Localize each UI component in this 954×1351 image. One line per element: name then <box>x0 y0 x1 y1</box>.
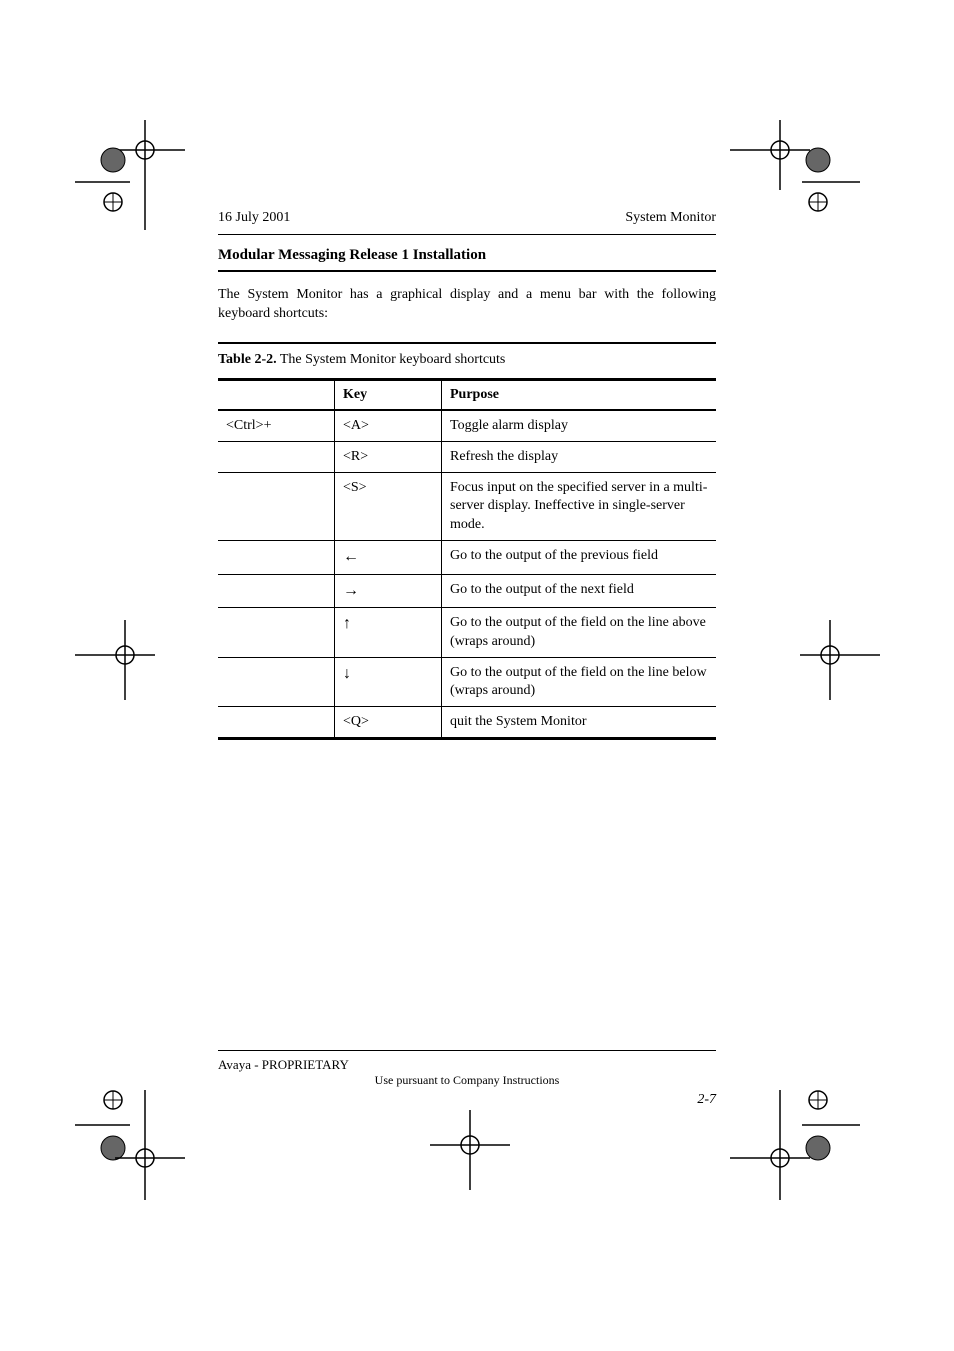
crop-mark-icon <box>730 1080 860 1200</box>
cell-group <box>218 657 335 706</box>
book-title: Modular Messaging Release 1 Installation <box>218 247 716 264</box>
cell-group <box>218 608 335 657</box>
title-rule <box>218 270 716 272</box>
cell-group <box>218 540 335 574</box>
cell-purpose: Focus input on the specified server in a… <box>442 473 717 541</box>
col-group <box>218 379 335 410</box>
col-purpose: Purpose <box>442 379 717 410</box>
cell-purpose: Toggle alarm display <box>442 410 717 442</box>
cell-group <box>218 473 335 541</box>
caption-text: The System Monitor keyboard shortcuts <box>280 352 506 367</box>
table-row: <R> Refresh the display <box>218 441 716 472</box>
cell-purpose: Go to the output of the field on the lin… <box>442 657 717 706</box>
table-row: → Go to the output of the next field <box>218 574 716 608</box>
crop-mark-icon <box>800 620 880 700</box>
page-footer: Avaya - PROPRIETARY Use pursuant to Comp… <box>218 1050 716 1108</box>
crop-mark-icon <box>75 620 155 700</box>
running-head: 16 July 2001 System Monitor <box>218 210 716 226</box>
cell-key: <A> <box>335 410 442 442</box>
cell-group <box>218 707 335 739</box>
col-key: Key <box>335 379 442 410</box>
table-caption: Table 2-2. The System Monitor keyboard s… <box>218 352 716 368</box>
cell-key: ↓ <box>335 657 442 706</box>
table-row: <S> Focus input on the specified server … <box>218 473 716 541</box>
cell-group <box>218 441 335 472</box>
cell-purpose: Go to the output of the previous field <box>442 540 717 574</box>
footer-note: Use pursuant to Company Instructions <box>218 1073 716 1088</box>
cell-key: <R> <box>335 441 442 472</box>
header-rule <box>218 234 716 235</box>
footer-rule <box>218 1050 716 1051</box>
header-date: 16 July 2001 <box>218 210 290 226</box>
header-section: System Monitor <box>625 210 716 226</box>
footer-row: Avaya - PROPRIETARY <box>218 1057 716 1073</box>
crop-mark-icon <box>75 120 185 230</box>
crop-mark-icon <box>430 1110 510 1190</box>
table-row: ← Go to the output of the previous field <box>218 540 716 574</box>
cell-purpose: quit the System Monitor <box>442 707 717 739</box>
table-row: <Ctrl>+ <A> Toggle alarm display <box>218 410 716 442</box>
table-top-rule <box>218 342 716 344</box>
page-body: 16 July 2001 System Monitor Modular Mess… <box>218 210 716 740</box>
cell-group <box>218 574 335 608</box>
table-row: ↑ Go to the output of the field on the l… <box>218 608 716 657</box>
caption-label: Table 2-2. <box>218 352 277 367</box>
crop-mark-icon <box>730 120 860 230</box>
page-number: 2-7 <box>218 1092 716 1108</box>
cell-key: <S> <box>335 473 442 541</box>
cell-purpose: Go to the output of the next field <box>442 574 717 608</box>
cell-key: ← <box>335 540 442 574</box>
table-row: <Q> quit the System Monitor <box>218 707 716 739</box>
cell-key: ↑ <box>335 608 442 657</box>
table-header-row: Key Purpose <box>218 379 716 410</box>
cell-purpose: Refresh the display <box>442 441 717 472</box>
cell-key: → <box>335 574 442 608</box>
intro-paragraph: The System Monitor has a graphical displ… <box>218 286 716 324</box>
shortcuts-table: Key Purpose <Ctrl>+ <A> Toggle alarm dis… <box>218 378 716 740</box>
cell-purpose: Go to the output of the field on the lin… <box>442 608 717 657</box>
crop-mark-icon <box>75 1080 185 1200</box>
cell-key: <Q> <box>335 707 442 739</box>
cell-group: <Ctrl>+ <box>218 410 335 442</box>
footer-left: Avaya - PROPRIETARY <box>218 1057 349 1073</box>
table-row: ↓ Go to the output of the field on the l… <box>218 657 716 706</box>
